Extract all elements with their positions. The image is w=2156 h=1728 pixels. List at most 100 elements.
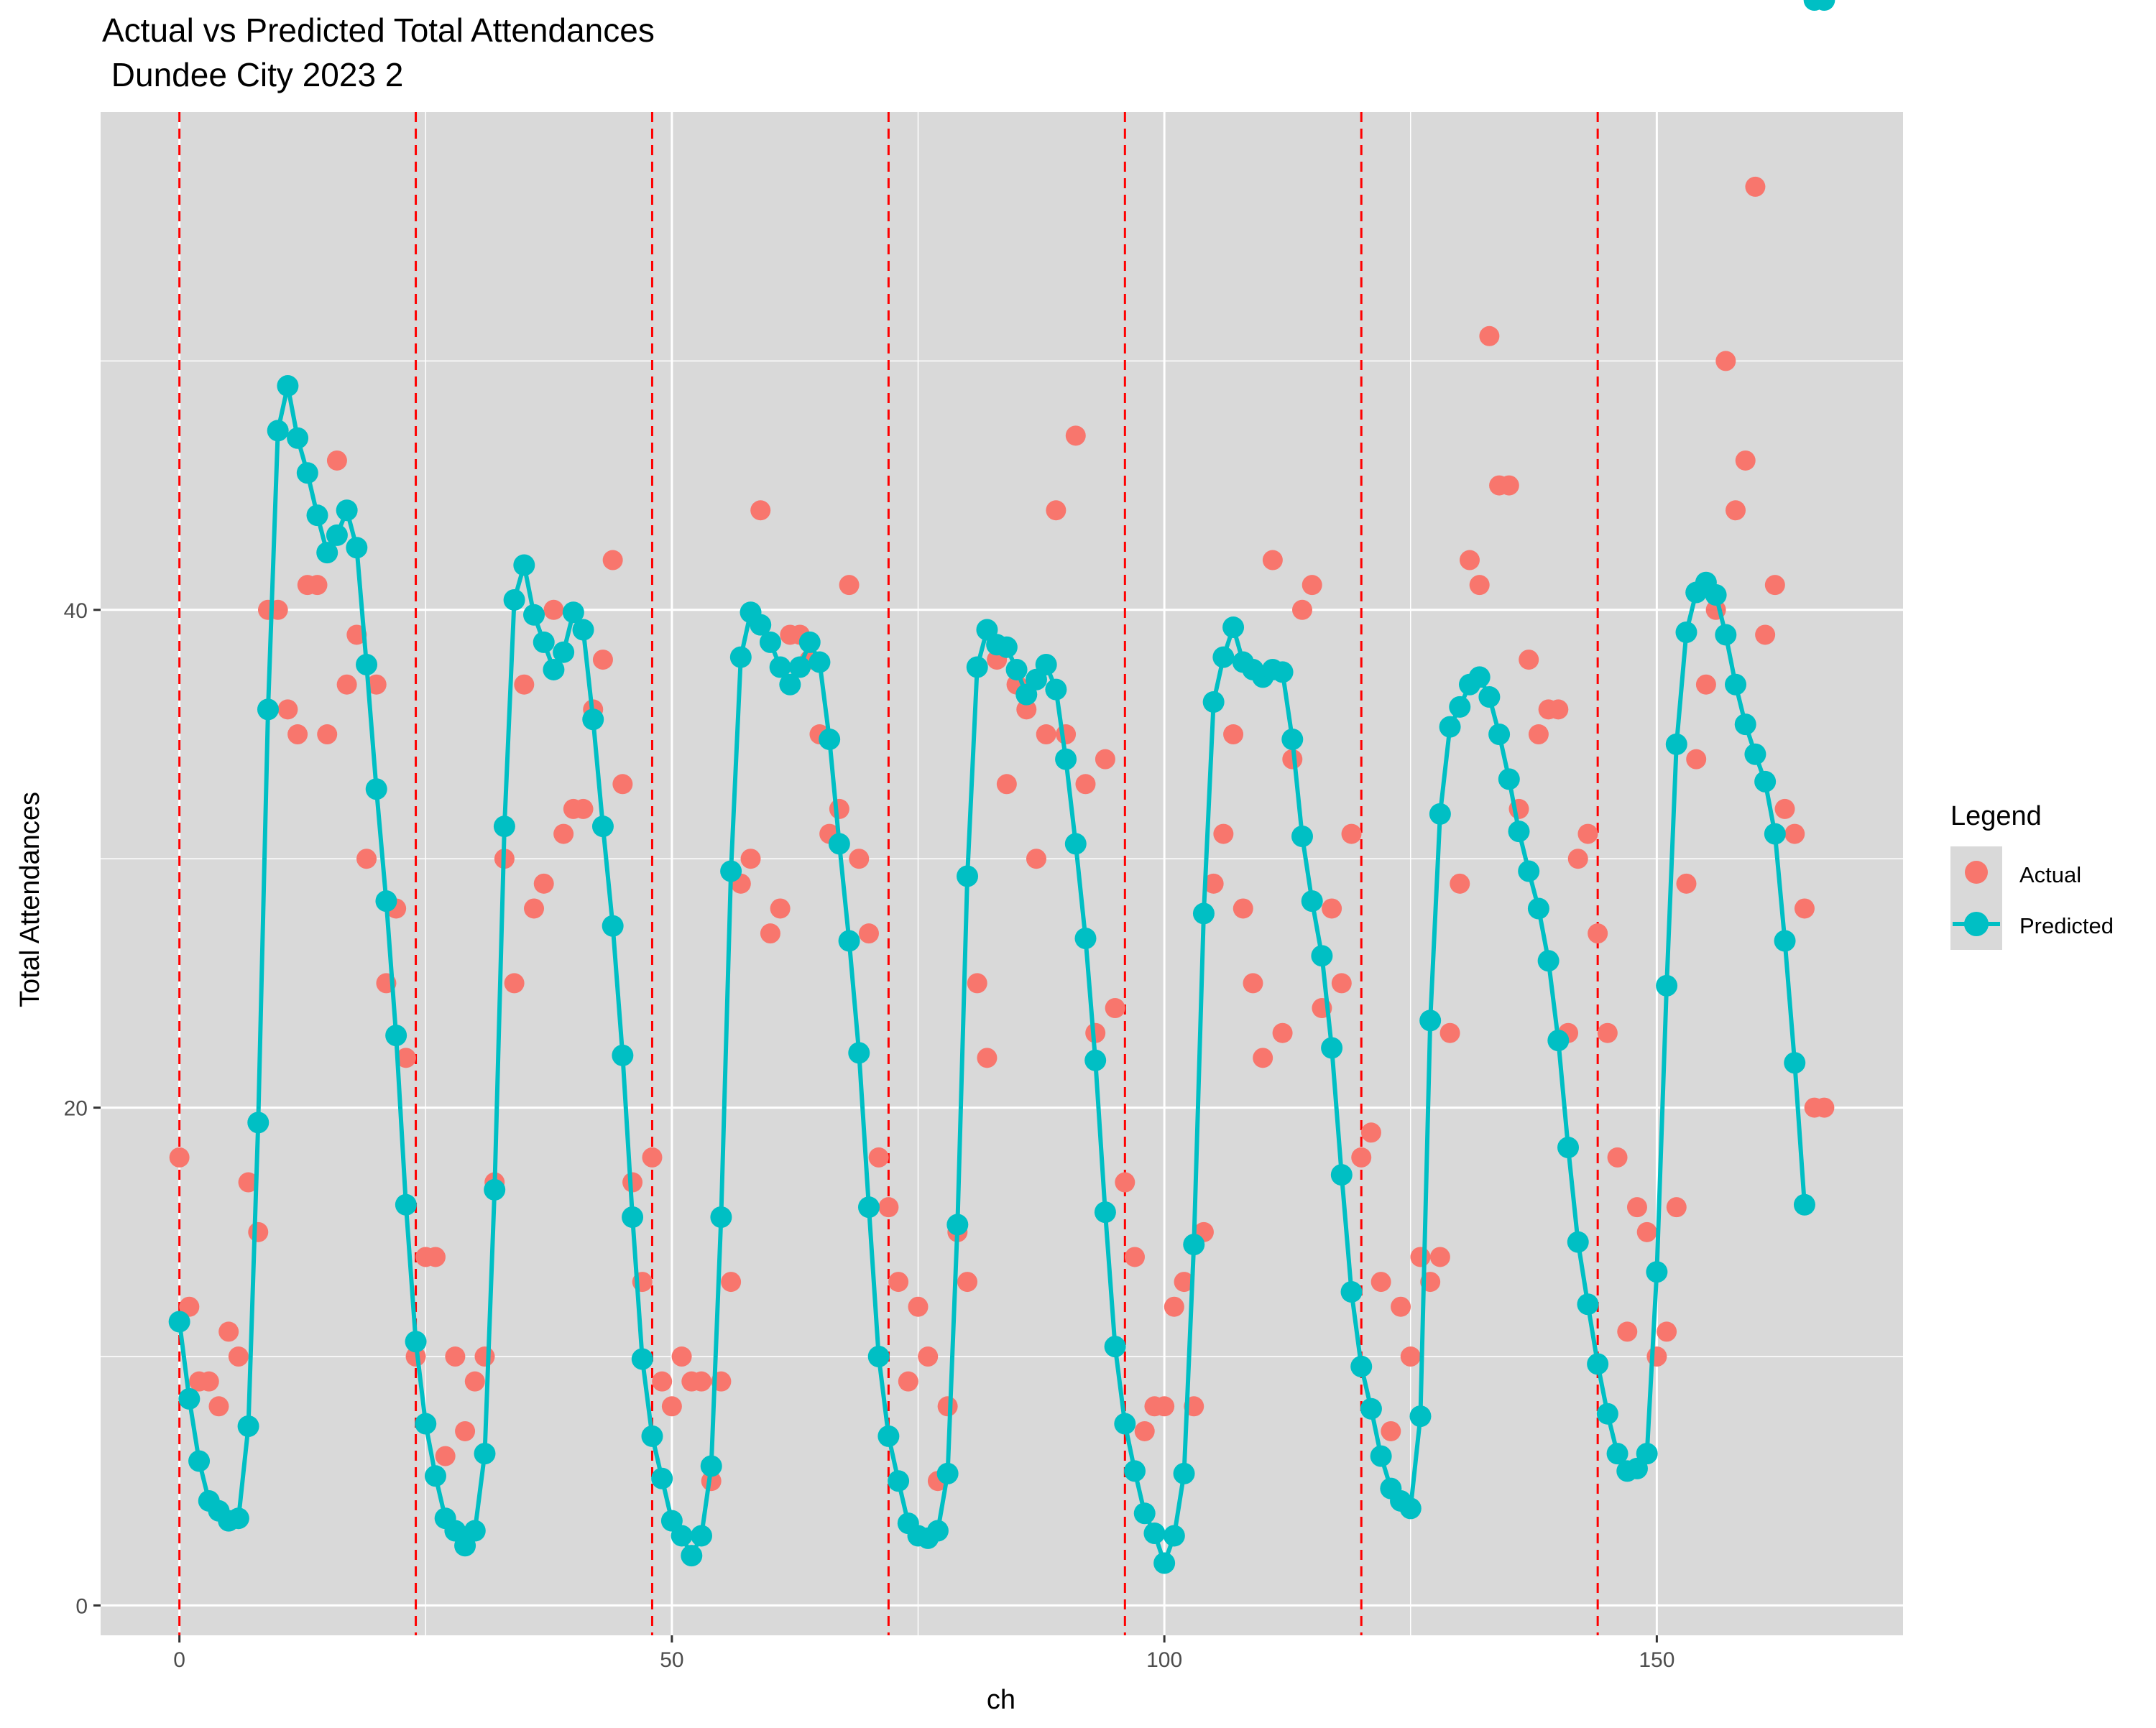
plot-panel xyxy=(101,0,1903,1635)
predicted-point xyxy=(582,708,604,731)
predicted-point xyxy=(1774,930,1796,952)
predicted-point xyxy=(1449,696,1471,718)
actual-point xyxy=(1253,1048,1273,1068)
actual-point xyxy=(642,1147,663,1168)
predicted-point xyxy=(995,636,1018,658)
predicted-point xyxy=(966,656,988,678)
predicted-point xyxy=(296,462,318,484)
predicted-point xyxy=(562,601,584,624)
actual-point xyxy=(208,1396,229,1417)
predicted-point xyxy=(1212,646,1235,668)
actual-point xyxy=(1676,873,1697,894)
y-axis-label: Total Attendances xyxy=(15,792,45,1007)
actual-point xyxy=(1597,1022,1618,1043)
actual-point xyxy=(1607,1147,1628,1168)
actual-point xyxy=(1125,1247,1146,1267)
predicted-point xyxy=(848,1042,870,1064)
x-axis-label: ch xyxy=(987,1685,1015,1715)
predicted-point xyxy=(1045,678,1067,701)
actual-point xyxy=(1134,1420,1155,1441)
actual-point xyxy=(671,1346,692,1367)
y-axis: 0 20 40 xyxy=(64,599,101,1618)
x-tick-label: 50 xyxy=(660,1648,683,1672)
actual-point xyxy=(1498,475,1519,496)
actual-point xyxy=(1174,1272,1194,1293)
predicted-point xyxy=(936,1462,959,1484)
predicted-point xyxy=(926,1520,949,1542)
predicted-point xyxy=(877,1425,900,1447)
actual-point xyxy=(750,500,771,521)
actual-point xyxy=(228,1346,249,1367)
predicted-point xyxy=(572,619,594,641)
predicted-point xyxy=(1675,621,1697,643)
predicted-point xyxy=(247,1112,270,1134)
actual-point xyxy=(1469,575,1490,596)
legend-title: Legend xyxy=(1950,801,2042,831)
actual-point xyxy=(1381,1420,1401,1441)
actual-point xyxy=(1519,650,1539,670)
predicted-point xyxy=(326,524,348,546)
predicted-point xyxy=(1222,616,1245,639)
predicted-point xyxy=(1764,823,1786,845)
predicted-point xyxy=(1813,0,1835,11)
actual-point xyxy=(1695,674,1716,695)
predicted-point xyxy=(1419,1009,1442,1032)
predicted-point xyxy=(237,1415,259,1438)
predicted-point xyxy=(1725,673,1747,696)
predicted-point xyxy=(888,1470,910,1492)
actual-point xyxy=(602,550,623,570)
actual-point xyxy=(1588,923,1608,944)
actual-point xyxy=(1400,1346,1421,1367)
predicted-point xyxy=(867,1346,890,1368)
actual-point xyxy=(1686,749,1707,770)
predicted-point xyxy=(1527,897,1549,920)
actual-point xyxy=(1657,1321,1677,1342)
predicted-point xyxy=(681,1545,703,1567)
panel-background xyxy=(101,112,1903,1635)
predicted-point xyxy=(691,1525,712,1547)
predicted-point xyxy=(1281,728,1304,750)
actual-point xyxy=(760,923,780,944)
actual-point xyxy=(1036,724,1056,745)
predicted-point xyxy=(257,698,279,721)
actual-point xyxy=(1056,724,1077,745)
actual-point xyxy=(573,798,594,819)
predicted-point xyxy=(1567,1231,1589,1253)
actual-point xyxy=(1085,1022,1106,1043)
actual-point xyxy=(1784,823,1805,844)
predicted-point xyxy=(188,1450,211,1472)
actual-point xyxy=(1046,500,1067,521)
actual-point xyxy=(1115,1172,1135,1193)
actual-point xyxy=(1410,1247,1431,1267)
predicted-point xyxy=(1301,890,1323,912)
predicted-point xyxy=(1153,1552,1176,1574)
actual-point xyxy=(218,1321,239,1342)
predicted-point xyxy=(1429,803,1451,825)
actual-point xyxy=(395,1048,416,1068)
predicted-point xyxy=(612,1044,634,1066)
actual-point xyxy=(967,973,987,994)
predicted-point xyxy=(385,1025,407,1047)
predicted-point xyxy=(1547,1030,1570,1052)
actual-point xyxy=(169,1147,190,1168)
predicted-point xyxy=(1291,826,1313,848)
actual-point xyxy=(1302,575,1322,596)
predicted-point xyxy=(474,1443,496,1465)
actual-point xyxy=(445,1346,466,1367)
actual-point xyxy=(1272,1022,1293,1043)
predicted-point xyxy=(651,1467,673,1489)
actual-point xyxy=(1726,500,1746,521)
predicted-point xyxy=(1143,1522,1166,1544)
actual-point xyxy=(1016,699,1037,720)
actual-point xyxy=(858,923,879,944)
predicted-point xyxy=(395,1193,417,1216)
actual-point xyxy=(937,1396,958,1417)
predicted-point xyxy=(1636,1443,1658,1465)
actual-point xyxy=(317,724,338,745)
actual-point xyxy=(977,1048,998,1068)
actual-point xyxy=(691,1371,711,1392)
actual-point xyxy=(1814,1097,1835,1118)
predicted-point xyxy=(1311,945,1333,967)
predicted-point xyxy=(375,890,397,912)
predicted-point xyxy=(1508,821,1530,843)
